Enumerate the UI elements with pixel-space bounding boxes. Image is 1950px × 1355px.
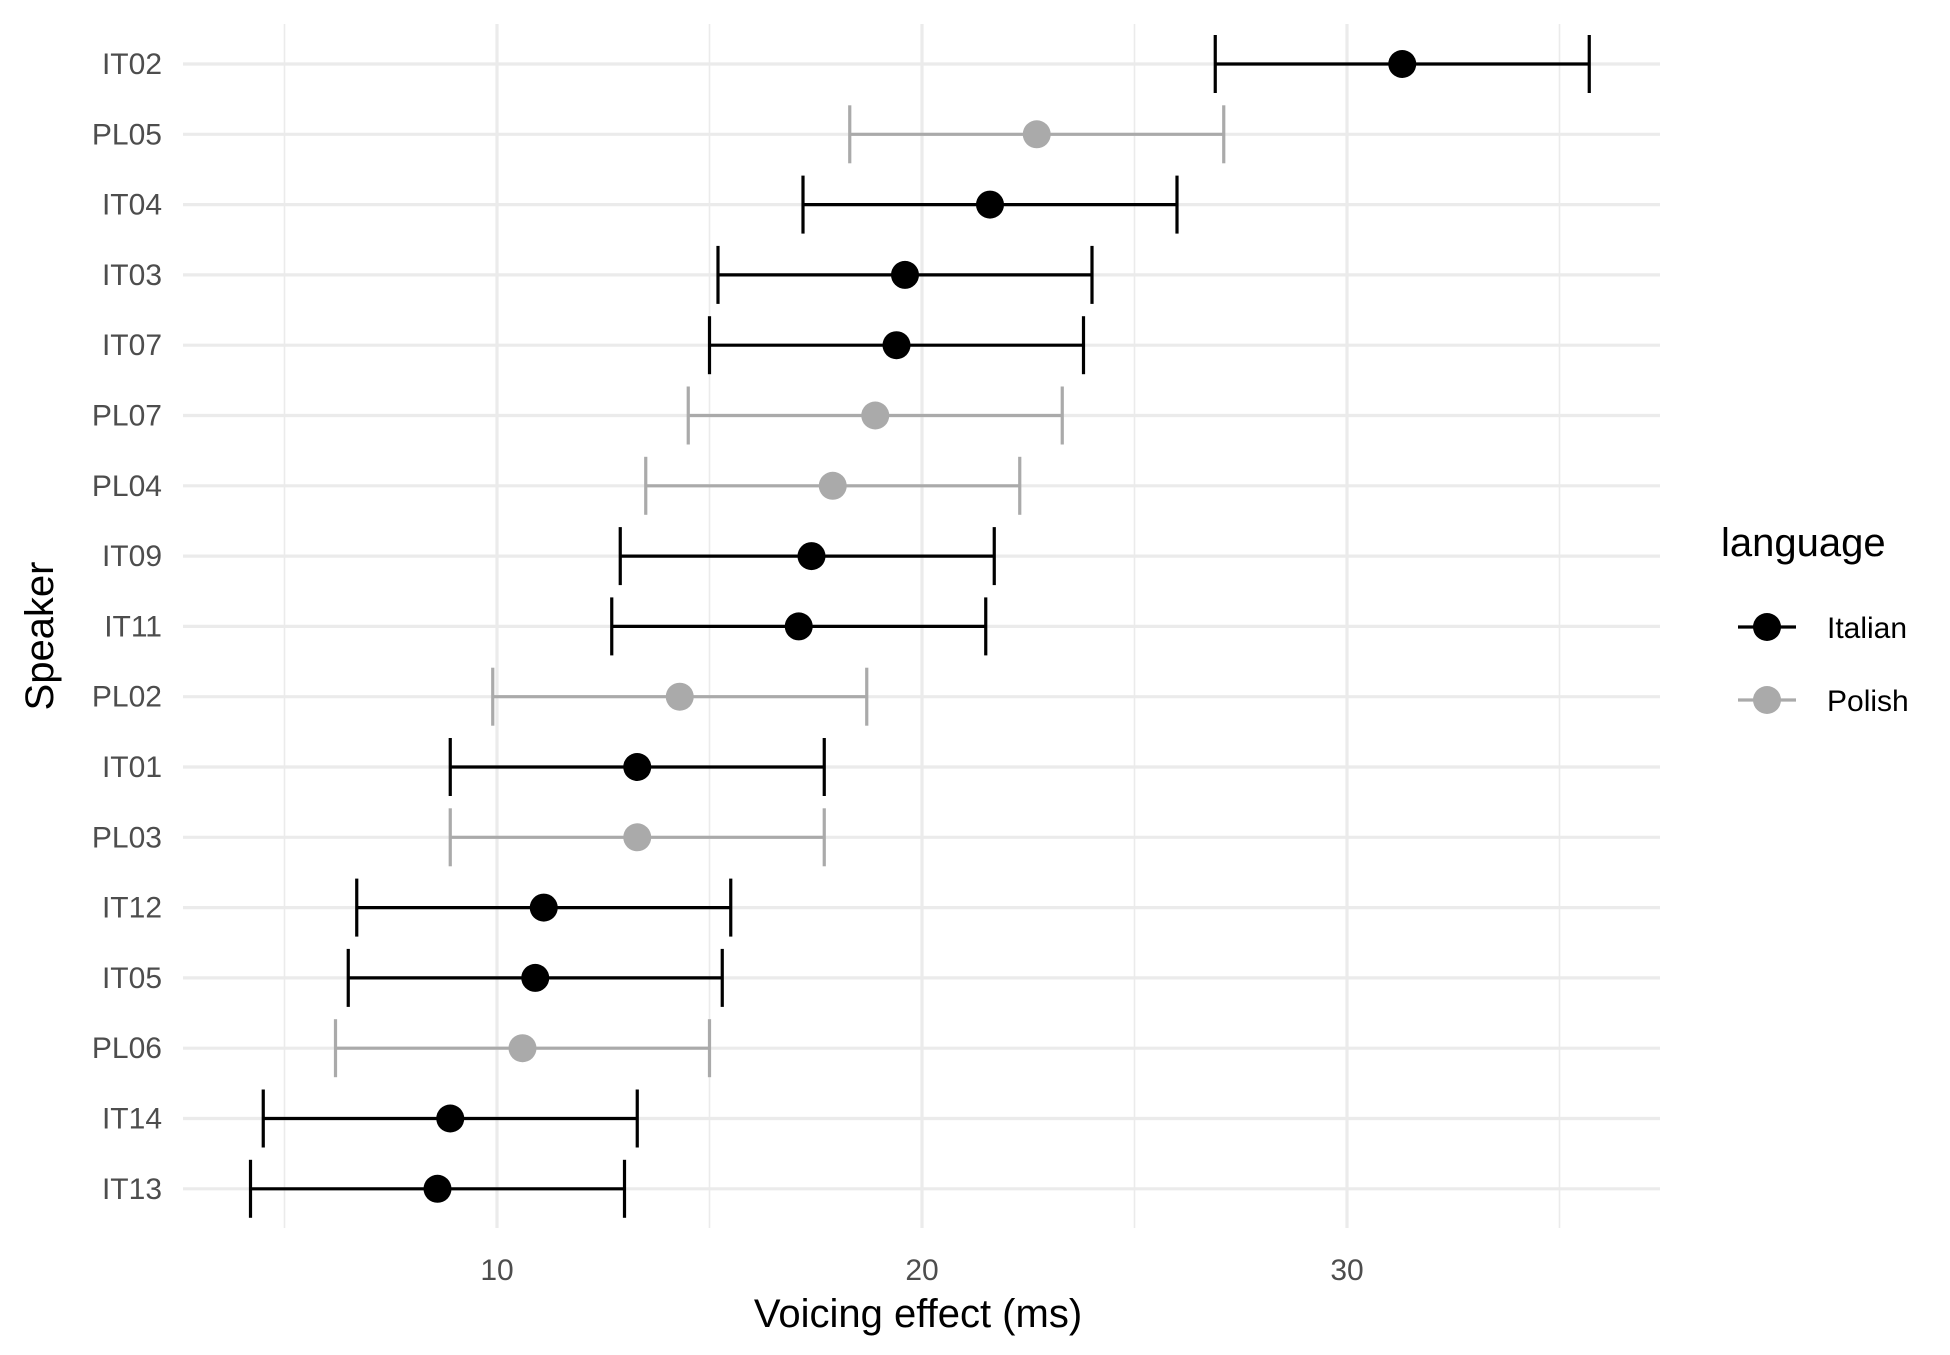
legend-label: Italian [1827, 612, 1907, 645]
point-estimate [665, 682, 694, 711]
error-bar-IT11 [610, 597, 988, 656]
error-bar-IT05 [346, 948, 724, 1007]
point-estimate [623, 753, 652, 781]
data-series [248, 35, 1591, 1218]
x-axis-title: Voicing effect (ms) [754, 1292, 1082, 1336]
point-estimate [861, 401, 890, 430]
error-bar-IT04 [801, 175, 1179, 234]
error-bar-IT03 [716, 245, 1094, 304]
point-estimate [797, 542, 826, 571]
y-axis-tick-labels: IT02 PL05 IT04 IT03 IT07 PL07 PL04 IT09 IT11 PL02… [92, 48, 162, 1206]
point-estimate [508, 1034, 537, 1063]
legend-key-point [1753, 686, 1781, 714]
legend-label: Polish [1827, 685, 1909, 718]
x-axis-tick-labels: 10 20 30 [480, 1254, 1363, 1287]
x-tick-label: 30 [1330, 1254, 1363, 1287]
point-estimate [436, 1104, 465, 1133]
y-tick-label: PL06 [92, 1032, 162, 1065]
point-estimate [976, 190, 1004, 219]
error-bar-PL07 [686, 386, 1064, 445]
x-tick-label: 20 [905, 1254, 938, 1287]
error-bar-PL02 [491, 667, 869, 726]
error-bar-IT12 [355, 878, 733, 937]
legend: language Italian Polish [1721, 521, 1909, 718]
y-tick-label: IT12 [102, 892, 162, 925]
point-estimate [882, 331, 911, 360]
point-estimate [423, 1174, 452, 1203]
y-axis-title: Speaker [18, 562, 62, 711]
point-estimate [1388, 50, 1417, 78]
y-tick-label: PL03 [92, 821, 162, 854]
point-estimate [818, 471, 847, 500]
point-estimate [891, 260, 919, 289]
legend-entries: Italian Polish [1738, 612, 1909, 718]
error-bar-IT01 [448, 738, 826, 796]
error-bar-IT09 [618, 527, 996, 586]
y-tick-label: IT09 [102, 540, 162, 573]
y-tick-label: PL02 [92, 681, 162, 714]
point-estimate [1022, 120, 1051, 149]
y-tick-label: IT04 [102, 189, 162, 222]
error-bar-PL04 [644, 456, 1022, 515]
error-bar-PL05 [848, 105, 1226, 164]
legend-key-point [1753, 613, 1781, 641]
y-tick-label: PL05 [92, 118, 162, 151]
error-bar-PL03 [448, 808, 826, 867]
error-bar-IT13 [248, 1159, 627, 1218]
y-tick-label: PL07 [92, 400, 162, 433]
error-bar-PL06 [333, 1019, 712, 1078]
error-bar-IT07 [707, 316, 1086, 375]
y-tick-label: IT14 [102, 1103, 162, 1136]
legend-entry-polish: Polish [1738, 685, 1909, 718]
point-estimate [784, 612, 813, 641]
error-bar-IT14 [261, 1089, 639, 1148]
y-tick-label: IT03 [102, 259, 162, 292]
x-tick-label: 10 [480, 1254, 513, 1287]
legend-entry-italian: Italian [1738, 612, 1907, 645]
error-bar-IT02 [1213, 35, 1591, 93]
point-estimate [521, 963, 550, 992]
y-tick-label: IT01 [102, 751, 162, 784]
y-tick-label: IT02 [102, 48, 162, 81]
y-tick-label: PL04 [92, 470, 162, 503]
y-tick-label: IT05 [102, 962, 162, 995]
point-estimate [529, 893, 558, 922]
y-tick-label: IT13 [102, 1173, 162, 1206]
y-tick-label: IT11 [104, 610, 162, 643]
point-estimate [623, 823, 652, 852]
y-tick-label: IT07 [102, 329, 162, 362]
legend-title: language [1721, 521, 1886, 565]
